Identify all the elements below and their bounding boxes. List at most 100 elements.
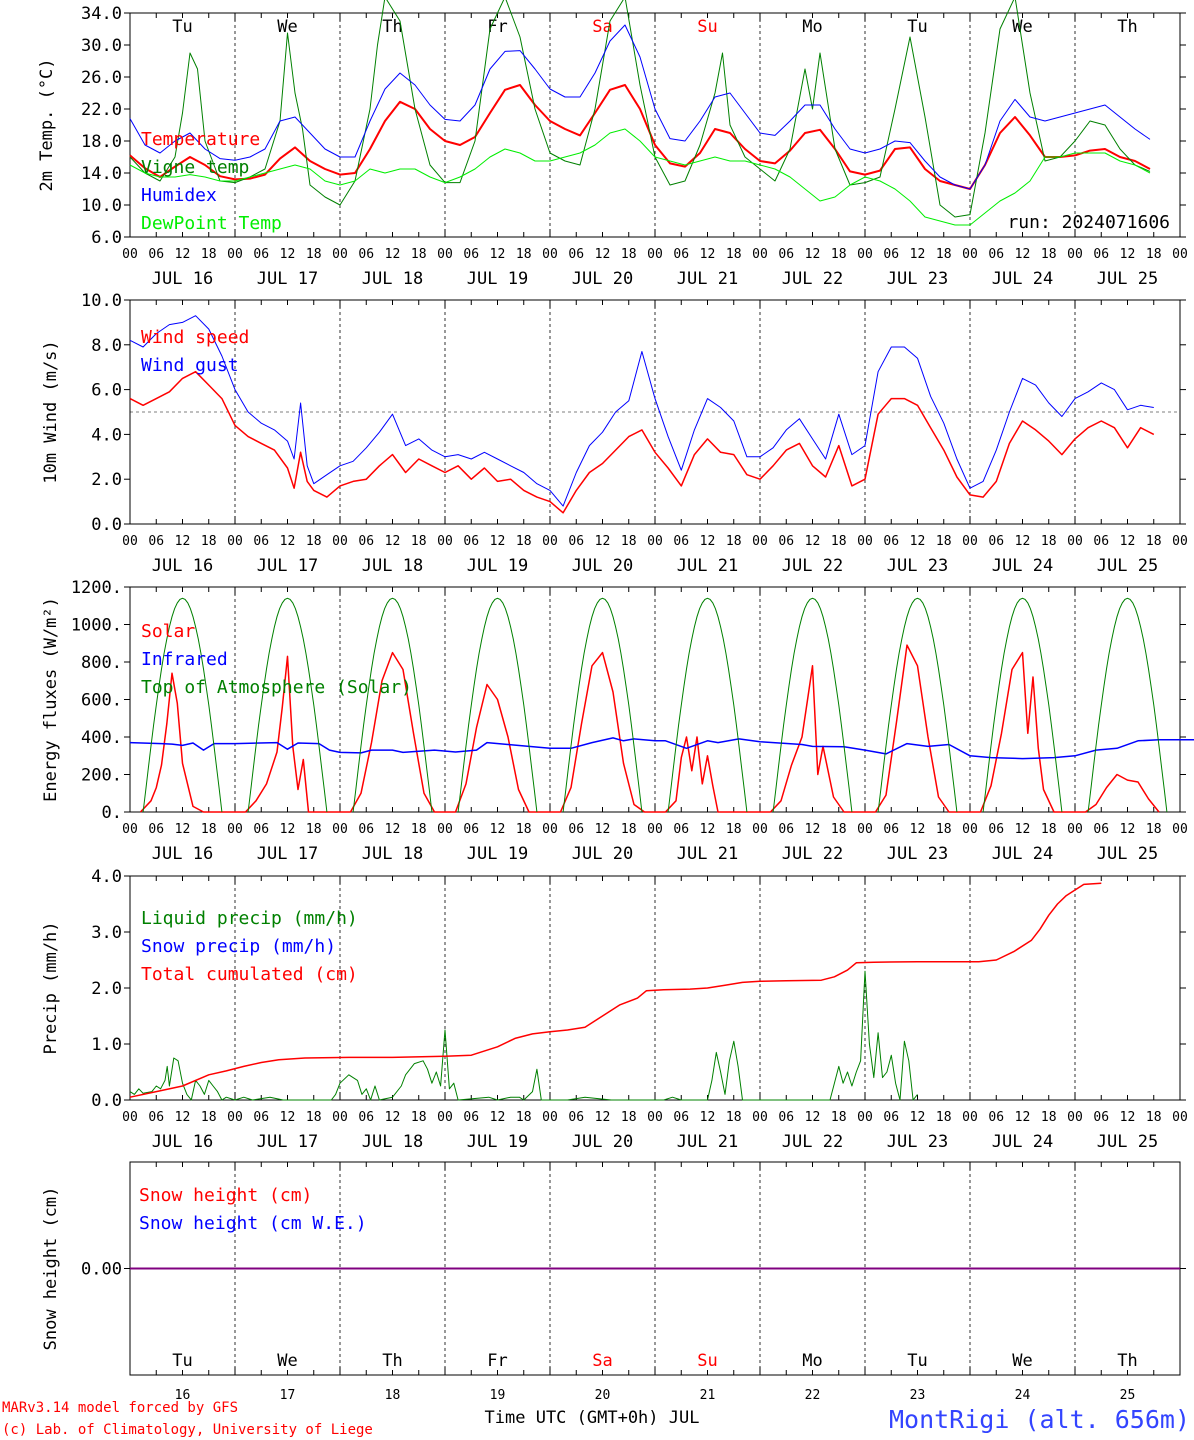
hour-tick-label: 12 xyxy=(385,1110,401,1125)
hour-tick-label: 06 xyxy=(463,247,479,262)
hour-tick-label: 12 xyxy=(280,247,296,262)
hour-tick-label: 12 xyxy=(175,1110,191,1125)
series-line xyxy=(129,370,1155,514)
series-line xyxy=(129,737,1194,760)
date-label: JUL 16 xyxy=(152,1132,213,1152)
hour-tick-label: 18 xyxy=(831,1110,847,1125)
y-axis-label: Snow height (cm) xyxy=(41,1187,61,1351)
hour-tick-label: 06 xyxy=(778,1110,794,1125)
legend-entry: Snow precip (mm/h) xyxy=(141,936,336,957)
hour-tick-label: 06 xyxy=(148,534,164,549)
hour-tick-label: 18 xyxy=(201,247,217,262)
day-number-label: 21 xyxy=(700,1388,716,1403)
hour-tick-label: 12 xyxy=(490,1110,506,1125)
legend-entry: Snow height (cm) xyxy=(139,1185,312,1206)
hour-tick-label: 18 xyxy=(516,1110,532,1125)
day-of-week-label: Mo xyxy=(802,17,822,37)
hour-tick-label: 00 xyxy=(857,822,873,837)
date-label: JUL 21 xyxy=(677,556,738,576)
y-axis-label: Energy fluxes (W/m²) xyxy=(41,597,61,802)
legend-entry: Temperature xyxy=(141,129,260,150)
run-label: run: 2024071606 xyxy=(1007,212,1170,233)
date-label: JUL 24 xyxy=(992,844,1053,864)
hour-tick-label: 06 xyxy=(253,1110,269,1125)
y-tick-label: 30.0 xyxy=(81,36,122,56)
day-number-label: 23 xyxy=(910,1388,926,1403)
series-line xyxy=(129,128,1151,226)
date-label: JUL 25 xyxy=(1097,556,1158,576)
hour-tick-label: 06 xyxy=(988,822,1004,837)
legend-entry: Solar xyxy=(141,621,195,642)
hour-tick-label: 00 xyxy=(227,822,243,837)
hour-tick-label: 00 xyxy=(542,1110,558,1125)
hour-tick-label: 00 xyxy=(227,1110,243,1125)
lab-credit-line: (c) Lab. of Climatology, University of L… xyxy=(2,1422,373,1438)
hour-tick-label: 06 xyxy=(1093,534,1109,549)
day-of-week-label: We xyxy=(277,1351,297,1371)
series-line xyxy=(129,970,918,1101)
date-label: JUL 25 xyxy=(1097,1132,1158,1152)
hour-tick-label: 00 xyxy=(857,534,873,549)
chart-footer: MARv3.14 model forced by GFS (c) Lab. of… xyxy=(2,1400,1190,1438)
chart-panels: 6.0 10.0 14.0 18.0 22.0 26.0 30.0 34.0 2m Temp. … xyxy=(37,0,1194,1403)
day-of-week-label: Su xyxy=(697,17,717,37)
hour-tick-label: 00 xyxy=(332,247,348,262)
hour-tick-label: 06 xyxy=(1093,247,1109,262)
day-number-label: 19 xyxy=(490,1388,506,1403)
hour-tick-label: 12 xyxy=(385,534,401,549)
legend-entry: Liquid precip (mm/h) xyxy=(141,908,358,929)
series-line-toa-solar xyxy=(667,597,748,813)
hour-tick-label: 18 xyxy=(831,247,847,262)
hour-tick-label: 12 xyxy=(490,534,506,549)
hour-tick-label: 12 xyxy=(700,822,716,837)
hour-tick-label: 12 xyxy=(490,822,506,837)
date-label: JUL 22 xyxy=(782,556,843,576)
hour-tick-label: 18 xyxy=(306,247,322,262)
hour-tick-label: 12 xyxy=(805,247,821,262)
hour-tick-label: 12 xyxy=(805,534,821,549)
panel-precip: 0.0 1.0 2.0 3.0 4.0 Precip (mm/h) 00 06 12 18 JUL … xyxy=(41,867,1188,1152)
hour-tick-label: 18 xyxy=(516,247,532,262)
hour-tick-label: 06 xyxy=(778,534,794,549)
hour-tick-label: 06 xyxy=(148,822,164,837)
y-tick-label: 14.0 xyxy=(81,164,122,184)
series-line-toa-solar xyxy=(457,597,538,813)
day-of-week-label: Mo xyxy=(802,1351,822,1371)
panel-temperature: 6.0 10.0 14.0 18.0 22.0 26.0 30.0 34.0 2m Temp. … xyxy=(37,0,1188,289)
y-tick-label: 8.0 xyxy=(91,336,122,356)
y-tick-label: 2.0 xyxy=(91,470,122,490)
y-tick-label: 10.0 xyxy=(81,291,122,311)
hour-tick-label: 00 xyxy=(752,822,768,837)
hour-tick-label: 18 xyxy=(411,1110,427,1125)
legend-entry: Total cumulated (cm) xyxy=(141,964,358,985)
date-label: JUL 19 xyxy=(467,844,528,864)
hour-tick-label: 06 xyxy=(673,1110,689,1125)
hour-tick-label: 06 xyxy=(883,247,899,262)
hour-tick-label: 12 xyxy=(385,822,401,837)
day-of-week-label: We xyxy=(277,17,297,37)
hour-tick-label: 12 xyxy=(175,822,191,837)
panel-energy: 0. 200. 400. 600. 800. 1000. 1200. Energy fluxe… xyxy=(41,578,1194,864)
hour-tick-label: 00 xyxy=(332,534,348,549)
day-of-week-label: Sa xyxy=(592,17,612,37)
day-of-week-label: Su xyxy=(697,1351,717,1371)
hour-tick-label: 06 xyxy=(148,247,164,262)
hour-tick-label: 00 xyxy=(332,1110,348,1125)
hour-tick-label: 00 xyxy=(857,247,873,262)
hour-tick-label: 00 xyxy=(1172,534,1188,549)
date-label: JUL 24 xyxy=(992,556,1053,576)
series-line xyxy=(129,84,1151,190)
date-label: JUL 22 xyxy=(782,1132,843,1152)
hour-tick-label: 18 xyxy=(306,822,322,837)
y-tick-label: 34.0 xyxy=(81,4,122,24)
hour-tick-label: 00 xyxy=(1067,1110,1083,1125)
series-line-toa-solar xyxy=(562,597,643,813)
y-tick-label: 1.0 xyxy=(91,1035,122,1055)
date-label: JUL 19 xyxy=(467,1132,528,1152)
hour-tick-label: 00 xyxy=(227,534,243,549)
day-number-label: 24 xyxy=(1015,1388,1031,1403)
hour-tick-label: 18 xyxy=(831,822,847,837)
hour-tick-label: 18 xyxy=(621,534,637,549)
y-tick-label: 6.0 xyxy=(91,381,122,401)
